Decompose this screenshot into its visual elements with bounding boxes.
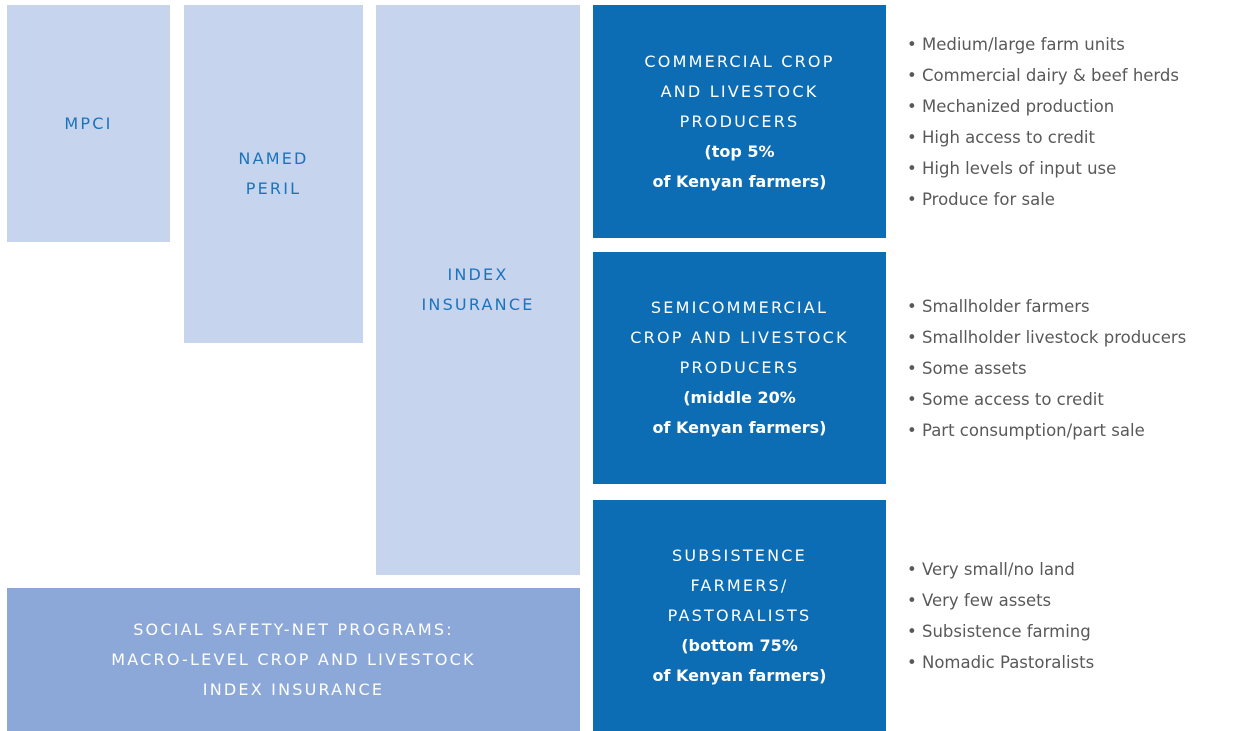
bullet-item: Smallholder farmers [907,291,1253,322]
segment-title: CROP AND LIVESTOCK [630,328,849,347]
segment-box: SUBSISTENCE FARMERS/PASTORALISTS (bottom 7… [593,500,886,731]
bullet-item: Subsistence farming [907,616,1253,647]
bullet-item: Commercial dairy & beef herds [907,60,1253,91]
bullet-item: Medium/large farm units [907,29,1253,60]
segment-title: SEMICOMMERCIAL [650,298,829,317]
bullet-item: Produce for sale [907,184,1253,215]
bullet-list: Smallholder farmersSmallholder livestock… [907,252,1253,484]
product-label: PERIL [245,179,302,198]
segment-title: FARMERS/ [690,575,789,595]
bullet-item: Some access to credit [907,384,1253,415]
segment-title: SUBSISTENCE [672,545,807,565]
bullet-list: Very small/no landVery few assetsSubsist… [907,500,1253,731]
bullet-item: Very few assets [907,585,1253,616]
segment-title: PRODUCERS [679,358,800,377]
bullet-item: High levels of input use [907,153,1253,184]
product-label: INSURANCE [421,295,535,314]
segment-title: AND LIVESTOCK [660,81,819,101]
bullet-item: Smallholder livestock producers [907,322,1253,353]
safety-net-label: MACRO-LEVEL CROP AND LIVESTOCK [111,649,476,669]
bullet-item: Very small/no land [907,554,1253,585]
product-label: MPCI [64,113,113,133]
product-label: INDEX [447,265,509,284]
product-box: INDEX INSURANCE [376,5,580,575]
bullet-list: Medium/large farm unitsCommercial dairy … [907,5,1253,238]
bullet-item: Mechanized production [907,91,1253,122]
safety-net-label: SOCIAL SAFETY-NET PROGRAMS: [133,619,454,639]
bullet-item: Some assets [907,353,1253,384]
segment-share: of Kenyan farmers) [652,665,827,685]
product-label: NAMED [238,149,309,168]
bullet-item: Part consumption/part sale [907,415,1253,446]
product-box: NAMED PERIL [184,5,363,343]
bullet-item: High access to credit [907,122,1253,153]
segment-title: COMMERCIAL CROP [644,51,835,71]
segment-share: of Kenyan farmers) [652,171,827,191]
segment-share: of Kenyan farmers) [652,418,827,437]
bullet-item: Nomadic Pastoralists [907,647,1253,678]
safety-net-label: INDEX INSURANCE [202,679,385,699]
segment-title: PASTORALISTS [667,605,812,625]
segment-share: (top 5% [704,141,775,161]
segment-share: (bottom 75% [681,635,798,655]
segment-box: COMMERCIAL CROP AND LIVESTOCK PRODUCERS (to… [593,5,886,238]
segment-share: (middle 20% [683,388,796,407]
product-box: MPCI [7,5,170,242]
segment-box: SEMICOMMERCIAL CROP AND LIVESTOCK PRODUCER… [593,252,886,484]
safety-net-box: SOCIAL SAFETY-NET PROGRAMS: MACRO-LEVEL C… [7,588,580,731]
segment-title: PRODUCERS [679,111,800,131]
